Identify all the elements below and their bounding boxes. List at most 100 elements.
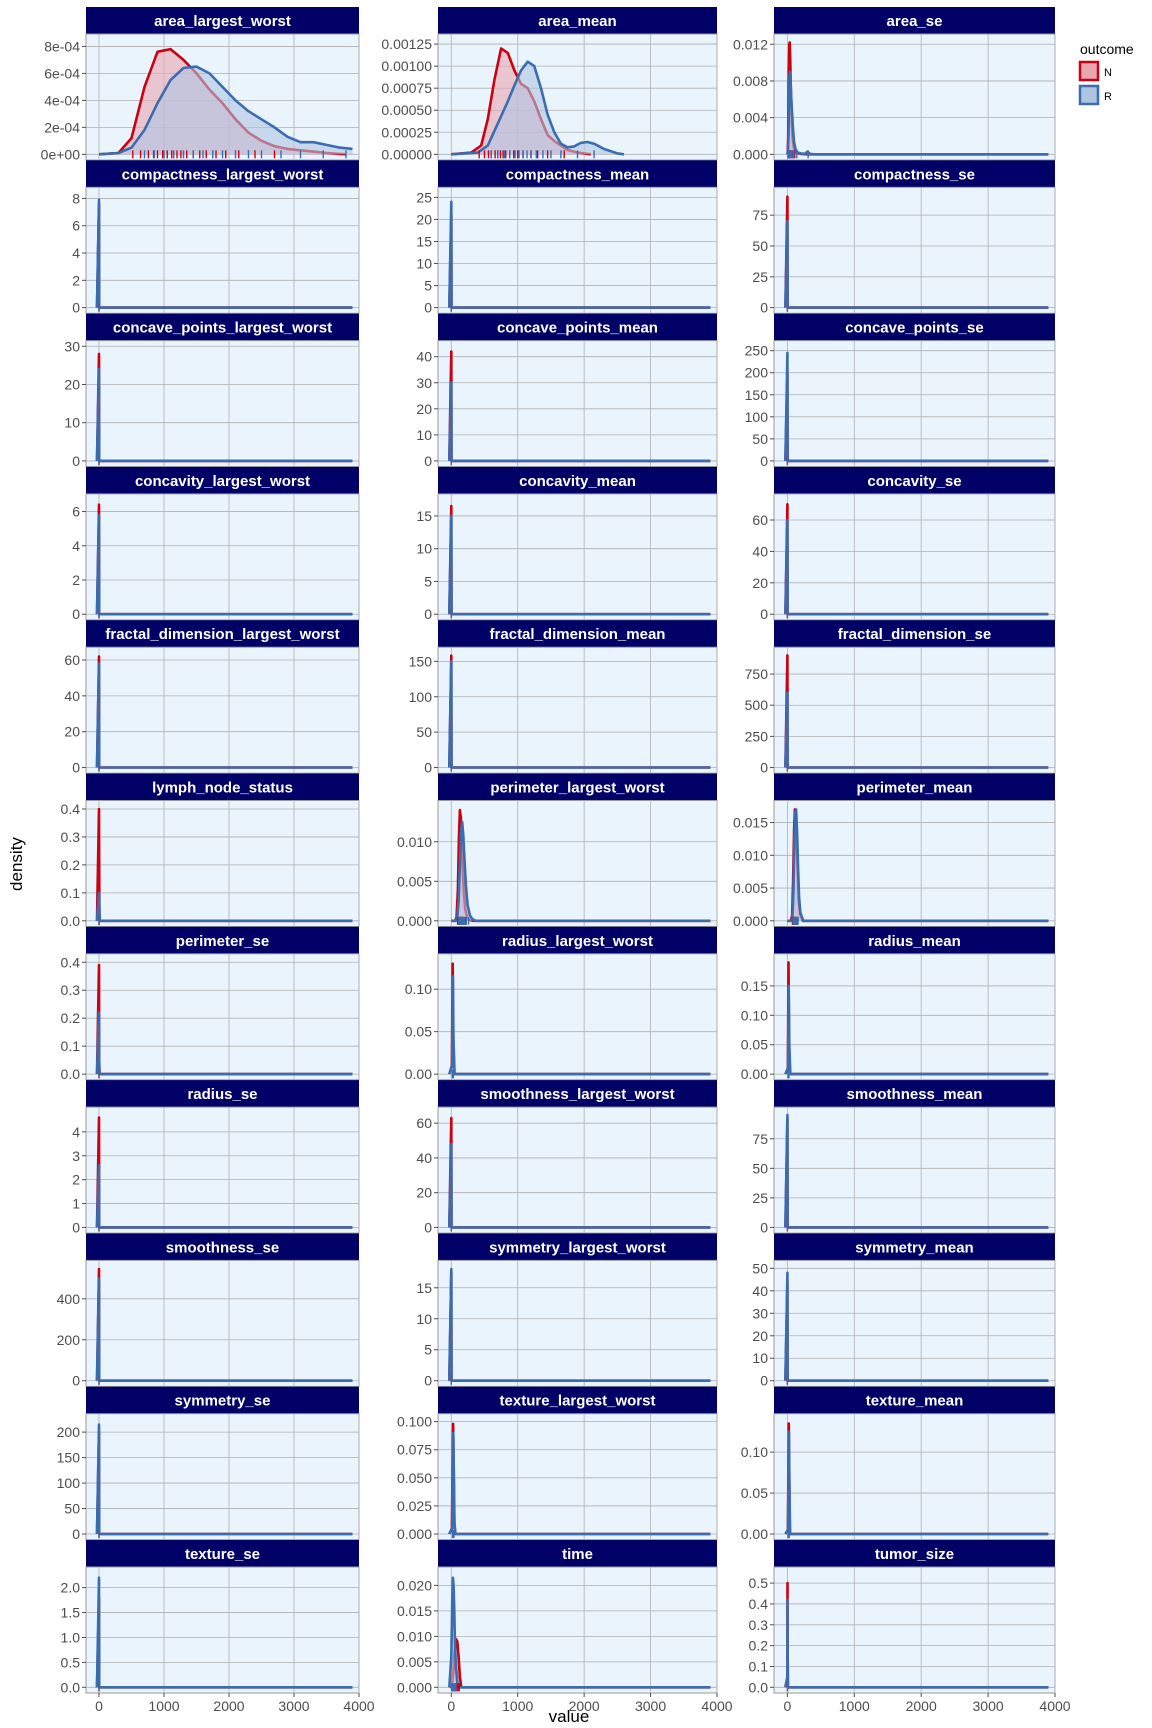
y-tick-label: 0.4 (61, 801, 81, 817)
panel-radius-largest-worst: radius_largest_worst 0.00 0.05 0.10 (405, 926, 718, 1082)
strip-background (438, 7, 717, 34)
density-line-R (95, 1277, 353, 1382)
y-tick-label: 0.015 (733, 815, 768, 831)
y-tick-label: 20 (416, 401, 432, 417)
density-line-R (95, 1576, 353, 1689)
y-tick-label: 0.3 (749, 1617, 769, 1633)
panel-title: symmetry_mean (855, 1239, 973, 1256)
density-line-R (448, 514, 711, 616)
panel-radius-mean: radius_mean 0.00 0.05 0.10 0.15 (741, 926, 1056, 1082)
density-line-R (448, 200, 711, 309)
panel-background (85, 1106, 360, 1234)
x-tick-label: 3000 (278, 1698, 309, 1714)
y-tick-label: 10 (416, 1311, 432, 1327)
panel-title: concave_points_mean (497, 320, 658, 337)
panel-background (85, 340, 360, 468)
strip-background (438, 160, 717, 188)
panel-smoothness-mean: smoothness_mean 0 25 50 75 (752, 1080, 1056, 1235)
panel-background (773, 1413, 1056, 1541)
y-tick-label: 4 (72, 1124, 80, 1140)
panel-concavity-largest-worst: concavity_largest_worst 0 2 4 6 (72, 466, 360, 622)
density-line-R (784, 1430, 1049, 1536)
y-tick-label: 0 (424, 1373, 432, 1389)
legend: outcome NR (1078, 41, 1134, 106)
strip-background (438, 1080, 717, 1108)
strip-background (86, 773, 359, 801)
y-tick-label: 0.075 (397, 1442, 432, 1458)
y-tick-label: 8e-04 (44, 38, 80, 54)
density-line-R (95, 198, 353, 309)
density-line-R (448, 1431, 711, 1536)
y-tick-label: 400 (57, 1291, 81, 1307)
x-axis-title: value (549, 1707, 590, 1726)
panel-concavity-se: concavity_se 0 20 40 60 (752, 466, 1056, 622)
y-tick-label: 0.2 (61, 857, 81, 873)
panel-title: concave_points_se (845, 320, 983, 337)
panel-background (85, 1566, 360, 1694)
y-tick-label: 40 (416, 349, 432, 365)
panel-concave-points-mean: concave_points_mean 0 10 20 30 40 (416, 313, 718, 469)
y-tick-label: 50 (752, 1260, 768, 1276)
x-tick-label: 1000 (839, 1698, 870, 1714)
y-tick-label: 0.00 (741, 1066, 768, 1082)
strip-background (774, 773, 1055, 801)
density-line-R (784, 691, 1049, 769)
panel-background (85, 646, 360, 774)
panel-background (773, 953, 1056, 1081)
y-tick-label: 25 (416, 189, 432, 205)
y-tick-label: 2e-04 (44, 119, 80, 135)
panel-title: smoothness_mean (847, 1086, 983, 1103)
panel-fractal-dimension-se: fractal_dimension_se 0 250 500 750 (745, 620, 1056, 776)
panel-background (773, 340, 1056, 468)
strip-background (774, 1540, 1055, 1567)
y-tick-label: 50 (752, 238, 768, 254)
y-tick-label: 8 (72, 190, 80, 206)
y-tick-label: 10 (752, 1350, 768, 1366)
density-line-R (784, 1113, 1049, 1229)
y-tick-label: 6 (72, 504, 80, 520)
y-tick-label: 40 (416, 1150, 432, 1166)
y-tick-label: 0.000 (733, 146, 768, 162)
y-tick-label: 5 (424, 1342, 432, 1358)
panel-title: area_mean (538, 13, 616, 30)
panel-compactness-mean: compactness_mean 0 5 10 15 20 25 (416, 160, 718, 316)
y-tick-label: 150 (409, 653, 433, 669)
x-tick-label: 0 (447, 1698, 455, 1714)
panel-perimeter-se: perimeter_se 0.0 0.1 0.2 0.3 0.4 (61, 926, 360, 1082)
y-tick-label: 0.10 (741, 1007, 768, 1023)
y-tick-label: 50 (64, 1501, 80, 1517)
y-tick-label: 0 (760, 300, 768, 316)
y-tick-label: 0e+00 (41, 146, 81, 162)
y-tick-label: 30 (416, 375, 432, 391)
y-tick-label: 0.10 (741, 1444, 768, 1460)
density-line-R (451, 820, 711, 923)
y-tick-label: 0.000 (397, 1679, 432, 1695)
panel-background (773, 33, 1056, 161)
x-tick-label: 2000 (569, 1698, 600, 1714)
panel-title: lymph_node_status (152, 780, 293, 797)
y-tick-label: 15 (416, 233, 432, 249)
panel-fractal-dimension-mean: fractal_dimension_mean 0 50 100 150 (409, 620, 718, 776)
y-tick-label: 0 (72, 300, 80, 316)
y-tick-label: 0.000 (397, 913, 432, 929)
strip-background (774, 7, 1055, 34)
y-tick-label: 0.00 (405, 1066, 432, 1082)
panel-title: compactness_mean (506, 166, 649, 183)
y-tick-label: 10 (64, 415, 80, 431)
panel-background (85, 493, 360, 621)
density-line-R (95, 1164, 353, 1229)
y-tick-label: 200 (57, 1424, 81, 1440)
strip-background (86, 1386, 359, 1414)
panel-concave-points-se: concave_points_se 0 50 100 150 200 250 (745, 313, 1056, 469)
y-tick-label: 25 (752, 269, 768, 285)
panel-background (437, 340, 718, 468)
y-tick-label: 0.1 (61, 1038, 81, 1054)
y-tick-label: 100 (745, 409, 769, 425)
y-tick-label: 4 (72, 538, 80, 554)
y-tick-label: 2 (72, 572, 80, 588)
density-line-R (95, 662, 353, 769)
panel-smoothness-largest-worst: smoothness_largest_worst 0 20 40 60 (416, 1080, 718, 1235)
density-line-R (784, 518, 1049, 616)
panel-title: perimeter_mean (857, 780, 973, 797)
panel-title: smoothness_largest_worst (480, 1086, 674, 1103)
